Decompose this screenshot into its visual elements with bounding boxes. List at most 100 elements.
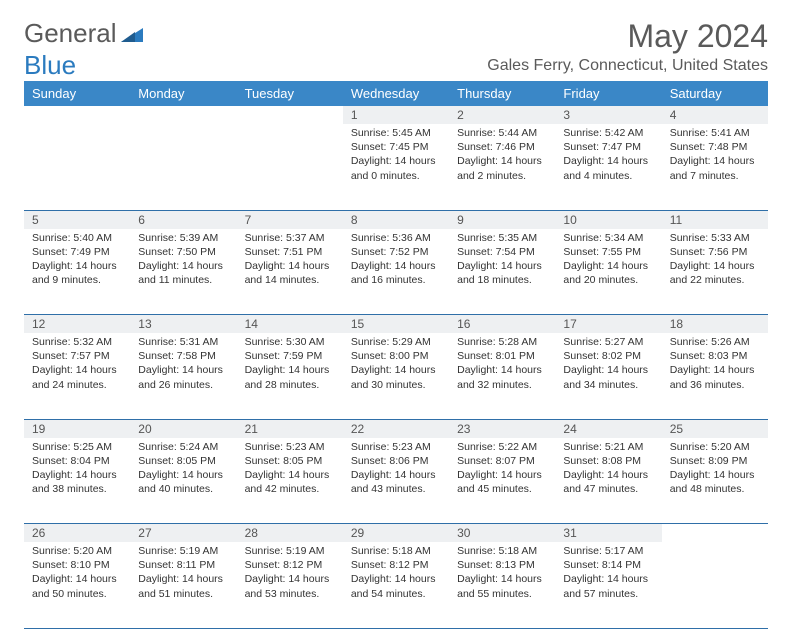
day-header: Wednesday <box>343 81 449 106</box>
day-cell: Sunrise: 5:32 AMSunset: 7:57 PMDaylight:… <box>24 333 130 419</box>
day-cell: Sunrise: 5:39 AMSunset: 7:50 PMDaylight:… <box>130 229 236 315</box>
day-header: Monday <box>130 81 236 106</box>
day-details: Sunrise: 5:42 AMSunset: 7:47 PMDaylight:… <box>555 124 661 189</box>
day-cell: Sunrise: 5:23 AMSunset: 8:06 PMDaylight:… <box>343 438 449 524</box>
day-header-row: SundayMondayTuesdayWednesdayThursdayFrid… <box>24 81 768 106</box>
day-number-cell: 22 <box>343 419 449 438</box>
day-number-cell: 9 <box>449 210 555 229</box>
day-details: Sunrise: 5:35 AMSunset: 7:54 PMDaylight:… <box>449 229 555 294</box>
day-cell: Sunrise: 5:36 AMSunset: 7:52 PMDaylight:… <box>343 229 449 315</box>
day-cell: Sunrise: 5:21 AMSunset: 8:08 PMDaylight:… <box>555 438 661 524</box>
day-cell: Sunrise: 5:17 AMSunset: 8:14 PMDaylight:… <box>555 542 661 628</box>
day-cell: Sunrise: 5:19 AMSunset: 8:11 PMDaylight:… <box>130 542 236 628</box>
day-number-cell: 1 <box>343 106 449 124</box>
day-details: Sunrise: 5:44 AMSunset: 7:46 PMDaylight:… <box>449 124 555 189</box>
day-number-cell: 24 <box>555 419 661 438</box>
week-row: Sunrise: 5:25 AMSunset: 8:04 PMDaylight:… <box>24 438 768 524</box>
day-cell: Sunrise: 5:26 AMSunset: 8:03 PMDaylight:… <box>662 333 768 419</box>
day-cell: Sunrise: 5:19 AMSunset: 8:12 PMDaylight:… <box>237 542 343 628</box>
day-number-cell <box>130 106 236 124</box>
day-number-cell: 12 <box>24 315 130 334</box>
day-number-cell: 19 <box>24 419 130 438</box>
day-details: Sunrise: 5:26 AMSunset: 8:03 PMDaylight:… <box>662 333 768 398</box>
day-details: Sunrise: 5:29 AMSunset: 8:00 PMDaylight:… <box>343 333 449 398</box>
day-details: Sunrise: 5:25 AMSunset: 8:04 PMDaylight:… <box>24 438 130 503</box>
day-number-cell: 8 <box>343 210 449 229</box>
day-cell: Sunrise: 5:40 AMSunset: 7:49 PMDaylight:… <box>24 229 130 315</box>
day-cell: Sunrise: 5:34 AMSunset: 7:55 PMDaylight:… <box>555 229 661 315</box>
month-title: May 2024 <box>487 18 768 55</box>
location-label: Gales Ferry, Connecticut, United States <box>487 57 768 75</box>
day-cell: Sunrise: 5:18 AMSunset: 8:13 PMDaylight:… <box>449 542 555 628</box>
day-details: Sunrise: 5:33 AMSunset: 7:56 PMDaylight:… <box>662 229 768 294</box>
day-number-cell: 29 <box>343 524 449 543</box>
day-cell: Sunrise: 5:25 AMSunset: 8:04 PMDaylight:… <box>24 438 130 524</box>
day-number-cell: 2 <box>449 106 555 124</box>
day-cell: Sunrise: 5:42 AMSunset: 7:47 PMDaylight:… <box>555 124 661 210</box>
day-number-cell: 14 <box>237 315 343 334</box>
day-number-cell: 27 <box>130 524 236 543</box>
day-details: Sunrise: 5:19 AMSunset: 8:12 PMDaylight:… <box>237 542 343 607</box>
day-number-cell: 23 <box>449 419 555 438</box>
day-number-cell: 10 <box>555 210 661 229</box>
day-details: Sunrise: 5:22 AMSunset: 8:07 PMDaylight:… <box>449 438 555 503</box>
day-number-cell: 13 <box>130 315 236 334</box>
day-number-cell: 20 <box>130 419 236 438</box>
day-number-cell: 31 <box>555 524 661 543</box>
day-details: Sunrise: 5:21 AMSunset: 8:08 PMDaylight:… <box>555 438 661 503</box>
day-cell: Sunrise: 5:20 AMSunset: 8:10 PMDaylight:… <box>24 542 130 628</box>
day-number-cell <box>662 524 768 543</box>
day-number-cell: 16 <box>449 315 555 334</box>
day-number-cell: 30 <box>449 524 555 543</box>
day-header: Thursday <box>449 81 555 106</box>
day-number-cell: 5 <box>24 210 130 229</box>
day-cell: Sunrise: 5:45 AMSunset: 7:45 PMDaylight:… <box>343 124 449 210</box>
day-number-cell: 4 <box>662 106 768 124</box>
calendar-body: 1234Sunrise: 5:45 AMSunset: 7:45 PMDayli… <box>24 106 768 628</box>
day-cell <box>130 124 236 210</box>
day-number-cell: 17 <box>555 315 661 334</box>
day-number-row: 567891011 <box>24 210 768 229</box>
day-details: Sunrise: 5:17 AMSunset: 8:14 PMDaylight:… <box>555 542 661 607</box>
day-cell <box>662 542 768 628</box>
day-header: Saturday <box>662 81 768 106</box>
day-number-cell: 3 <box>555 106 661 124</box>
day-details: Sunrise: 5:45 AMSunset: 7:45 PMDaylight:… <box>343 124 449 189</box>
day-details: Sunrise: 5:18 AMSunset: 8:13 PMDaylight:… <box>449 542 555 607</box>
day-number-cell <box>237 106 343 124</box>
day-details: Sunrise: 5:28 AMSunset: 8:01 PMDaylight:… <box>449 333 555 398</box>
day-details: Sunrise: 5:34 AMSunset: 7:55 PMDaylight:… <box>555 229 661 294</box>
brand-triangle-icon <box>121 18 143 49</box>
day-details: Sunrise: 5:19 AMSunset: 8:11 PMDaylight:… <box>130 542 236 607</box>
brand-logo: General <box>24 18 145 49</box>
day-details: Sunrise: 5:30 AMSunset: 7:59 PMDaylight:… <box>237 333 343 398</box>
day-number-cell: 18 <box>662 315 768 334</box>
day-header: Sunday <box>24 81 130 106</box>
day-number-row: 1234 <box>24 106 768 124</box>
day-number-cell: 11 <box>662 210 768 229</box>
day-details: Sunrise: 5:40 AMSunset: 7:49 PMDaylight:… <box>24 229 130 294</box>
week-row: Sunrise: 5:32 AMSunset: 7:57 PMDaylight:… <box>24 333 768 419</box>
day-details: Sunrise: 5:39 AMSunset: 7:50 PMDaylight:… <box>130 229 236 294</box>
day-cell: Sunrise: 5:20 AMSunset: 8:09 PMDaylight:… <box>662 438 768 524</box>
calendar-table: SundayMondayTuesdayWednesdayThursdayFrid… <box>24 81 768 629</box>
day-details: Sunrise: 5:31 AMSunset: 7:58 PMDaylight:… <box>130 333 236 398</box>
day-number-cell: 15 <box>343 315 449 334</box>
header: General May 2024 Gales Ferry, Connecticu… <box>24 18 768 75</box>
day-details: Sunrise: 5:37 AMSunset: 7:51 PMDaylight:… <box>237 229 343 294</box>
week-row: Sunrise: 5:20 AMSunset: 8:10 PMDaylight:… <box>24 542 768 628</box>
day-cell <box>237 124 343 210</box>
week-row: Sunrise: 5:45 AMSunset: 7:45 PMDaylight:… <box>24 124 768 210</box>
brand-part2: Blue <box>24 50 76 81</box>
day-number-row: 262728293031 <box>24 524 768 543</box>
day-number-cell: 28 <box>237 524 343 543</box>
day-cell: Sunrise: 5:44 AMSunset: 7:46 PMDaylight:… <box>449 124 555 210</box>
day-cell: Sunrise: 5:37 AMSunset: 7:51 PMDaylight:… <box>237 229 343 315</box>
day-header: Friday <box>555 81 661 106</box>
day-details: Sunrise: 5:32 AMSunset: 7:57 PMDaylight:… <box>24 333 130 398</box>
day-number-cell: 21 <box>237 419 343 438</box>
day-number-cell: 7 <box>237 210 343 229</box>
day-details: Sunrise: 5:18 AMSunset: 8:12 PMDaylight:… <box>343 542 449 607</box>
day-details: Sunrise: 5:41 AMSunset: 7:48 PMDaylight:… <box>662 124 768 189</box>
day-cell: Sunrise: 5:35 AMSunset: 7:54 PMDaylight:… <box>449 229 555 315</box>
